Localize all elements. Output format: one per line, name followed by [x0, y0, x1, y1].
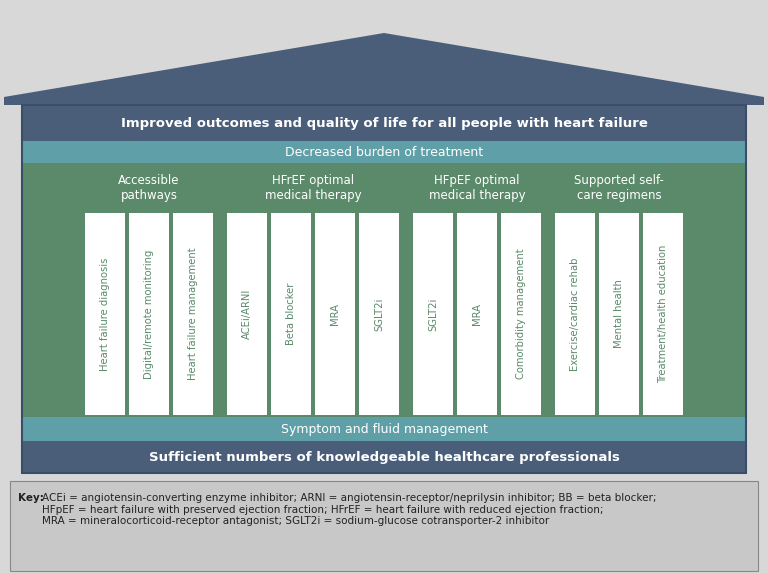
Bar	[599, 213, 639, 415]
Text: ACEi = angiotensin-converting enzyme inhibitor; ARNI = angiotensin-receptor/nepr: ACEi = angiotensin-converting enzyme inh…	[42, 493, 657, 526]
Text: Heart failure management: Heart failure management	[188, 248, 198, 380]
Text: HFpEF optimal
medical therapy: HFpEF optimal medical therapy	[429, 174, 525, 202]
Bar	[22, 141, 746, 163]
Bar	[315, 213, 355, 415]
Text: Beta blocker: Beta blocker	[286, 283, 296, 345]
Polygon shape	[4, 33, 764, 97]
Bar	[4, 97, 764, 105]
Text: Improved outcomes and quality of life for all people with heart failure: Improved outcomes and quality of life fo…	[121, 116, 647, 129]
Text: MRA: MRA	[472, 303, 482, 325]
Text: SGLT2i: SGLT2i	[428, 297, 438, 331]
Text: MRA: MRA	[330, 303, 340, 325]
Bar	[22, 441, 746, 473]
Bar	[555, 213, 595, 415]
Text: Supported self-
care regimens: Supported self- care regimens	[574, 174, 664, 202]
Text: Accessible
pathways: Accessible pathways	[118, 174, 180, 202]
Text: ACEi/ARNI: ACEi/ARNI	[242, 289, 252, 339]
Text: Treatment/health education: Treatment/health education	[658, 245, 668, 383]
Text: Exercise/cardiac rehab: Exercise/cardiac rehab	[570, 257, 580, 371]
Text: Comorbidity management: Comorbidity management	[516, 249, 526, 379]
Text: SGLT2i: SGLT2i	[374, 297, 384, 331]
Text: HFrEF optimal
medical therapy: HFrEF optimal medical therapy	[265, 174, 361, 202]
Text: Decreased burden of treatment: Decreased burden of treatment	[285, 146, 483, 159]
Bar	[22, 105, 746, 141]
Bar	[85, 213, 125, 415]
Bar	[22, 105, 746, 141]
Text: Improved outcomes and quality of life for all people with heart failure: Improved outcomes and quality of life fo…	[121, 116, 647, 129]
Bar	[10, 481, 758, 571]
Text: Mental health: Mental health	[614, 280, 624, 348]
Bar	[173, 213, 213, 415]
Text: Decreased burden of treatment: Decreased burden of treatment	[285, 146, 483, 159]
Bar	[643, 213, 683, 415]
Text: Digital/remote monitoring: Digital/remote monitoring	[144, 249, 154, 379]
Text: Heart failure diagnosis: Heart failure diagnosis	[100, 257, 110, 371]
Bar	[457, 213, 497, 415]
Bar	[22, 105, 746, 473]
Bar	[22, 105, 746, 473]
Text: Sufficient numbers of knowledgeable healthcare professionals: Sufficient numbers of knowledgeable heal…	[148, 450, 620, 464]
Text: Key:: Key:	[18, 493, 48, 503]
Text: Symptom and fluid management: Symptom and fluid management	[280, 422, 488, 435]
Bar	[271, 213, 311, 415]
Bar	[227, 213, 267, 415]
Bar	[501, 213, 541, 415]
Bar	[413, 213, 453, 415]
Bar	[359, 213, 399, 415]
Bar	[129, 213, 169, 415]
Bar	[22, 141, 746, 163]
Bar	[22, 417, 746, 441]
